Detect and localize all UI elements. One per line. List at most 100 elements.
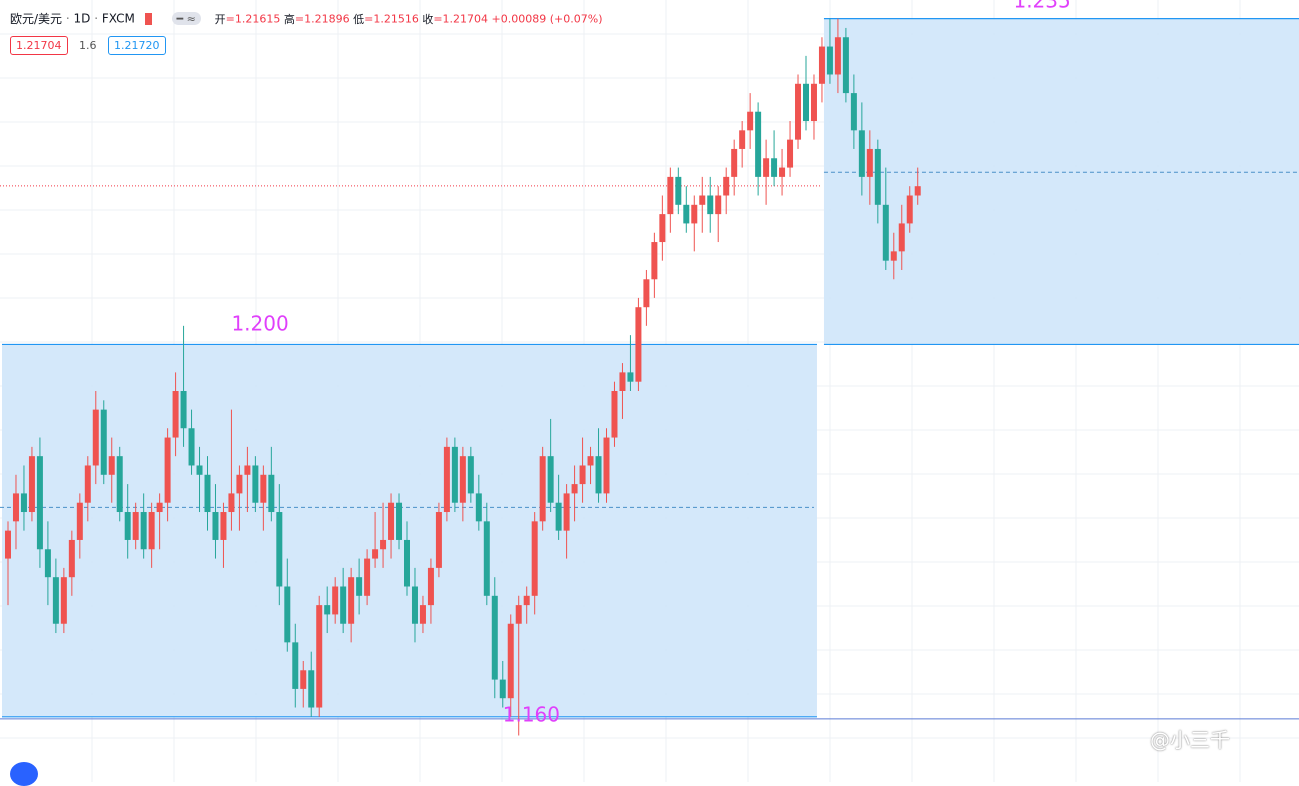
candle <box>116 446 123 522</box>
candle-body <box>172 391 179 438</box>
candle-body <box>659 214 666 243</box>
candle <box>467 446 474 503</box>
candle <box>340 567 347 634</box>
candle <box>619 363 626 419</box>
candle <box>675 167 682 215</box>
candle-body <box>723 176 730 196</box>
candle <box>228 409 235 531</box>
high-value: =1.21896 <box>294 12 350 25</box>
candle <box>260 465 267 531</box>
candle <box>635 297 642 391</box>
candle-body <box>715 195 722 215</box>
candle-body <box>595 456 602 494</box>
candle <box>419 595 426 634</box>
candle-body <box>236 474 243 494</box>
candle <box>906 186 913 233</box>
candle <box>404 521 410 596</box>
ohlc-readout: 开=1.21615 高=1.21896 低=1.21516 收=1.21704 … <box>214 12 603 26</box>
candle-body <box>180 391 187 429</box>
indicator-pill[interactable]: ━ ≈ <box>171 11 201 26</box>
candle-body <box>707 195 714 215</box>
zones-layer <box>0 18 1299 720</box>
candle <box>627 335 634 391</box>
candle <box>787 121 794 177</box>
candle-body <box>459 456 466 503</box>
candle <box>739 121 746 168</box>
candle-body <box>627 372 634 382</box>
candle-body <box>643 279 650 308</box>
candle-body <box>276 512 283 587</box>
candle <box>715 186 722 243</box>
ask-price-button[interactable]: 1.21720 <box>108 36 166 55</box>
candle <box>220 502 227 568</box>
candle <box>563 484 570 559</box>
tradingview-logo-icon[interactable] <box>10 762 38 786</box>
candle <box>539 446 546 531</box>
flag-icon[interactable] <box>144 12 152 25</box>
candle-body <box>483 521 490 596</box>
candle-body <box>515 605 522 624</box>
candle-body <box>388 502 395 540</box>
interval[interactable]: 1D <box>73 11 91 26</box>
candle-body <box>188 428 195 466</box>
candle <box>667 167 674 233</box>
candle <box>531 512 538 615</box>
candle-body <box>268 474 275 513</box>
candle <box>683 186 690 233</box>
candle-body <box>28 456 35 513</box>
candle-body <box>882 204 889 261</box>
candle <box>499 660 506 708</box>
candle <box>443 437 450 522</box>
candle-body <box>834 37 841 75</box>
candle <box>699 176 706 233</box>
candle <box>196 446 203 513</box>
candle-body <box>499 679 506 699</box>
candle <box>332 577 339 624</box>
candle-body <box>555 502 562 531</box>
candle-body <box>52 577 59 624</box>
candle <box>60 567 67 634</box>
candle-body <box>284 586 291 643</box>
candle <box>380 502 387 568</box>
candle-body <box>252 465 259 503</box>
bid-price-button[interactable]: 1.21704 <box>10 36 68 55</box>
candle-body <box>547 456 554 503</box>
candle-body <box>850 93 857 131</box>
candle <box>507 614 514 717</box>
candle-body <box>196 465 203 475</box>
change-value: +0.00089 (+0.07%) <box>491 12 603 25</box>
candle <box>595 428 602 503</box>
candle-body <box>68 539 75 578</box>
candle <box>348 567 355 643</box>
candle <box>372 512 379 568</box>
candle-body <box>635 307 642 382</box>
candle-body <box>467 456 474 494</box>
candle <box>172 372 179 457</box>
candle-body <box>348 577 355 624</box>
candle <box>779 148 786 196</box>
candle-body <box>818 46 825 84</box>
candle <box>44 521 51 606</box>
bid-ask-row: 1.21704 1.6 1.21720 <box>10 36 166 55</box>
candle <box>890 232 897 280</box>
candle-body <box>866 148 873 177</box>
candle <box>236 465 243 531</box>
candle-body <box>228 493 235 513</box>
candle <box>659 195 666 261</box>
candle <box>523 586 530 624</box>
candle <box>5 521 11 606</box>
candle-body <box>132 512 139 540</box>
candle <box>483 502 490 606</box>
candle <box>874 139 881 224</box>
open-label: 开 <box>214 12 226 26</box>
candle <box>755 102 762 196</box>
candle-body <box>539 456 546 522</box>
candle <box>292 623 299 708</box>
candle <box>364 549 371 606</box>
candle <box>268 446 275 522</box>
candle <box>914 167 921 205</box>
candle <box>850 74 857 149</box>
symbol-name[interactable]: 欧元/美元 <box>10 12 63 26</box>
